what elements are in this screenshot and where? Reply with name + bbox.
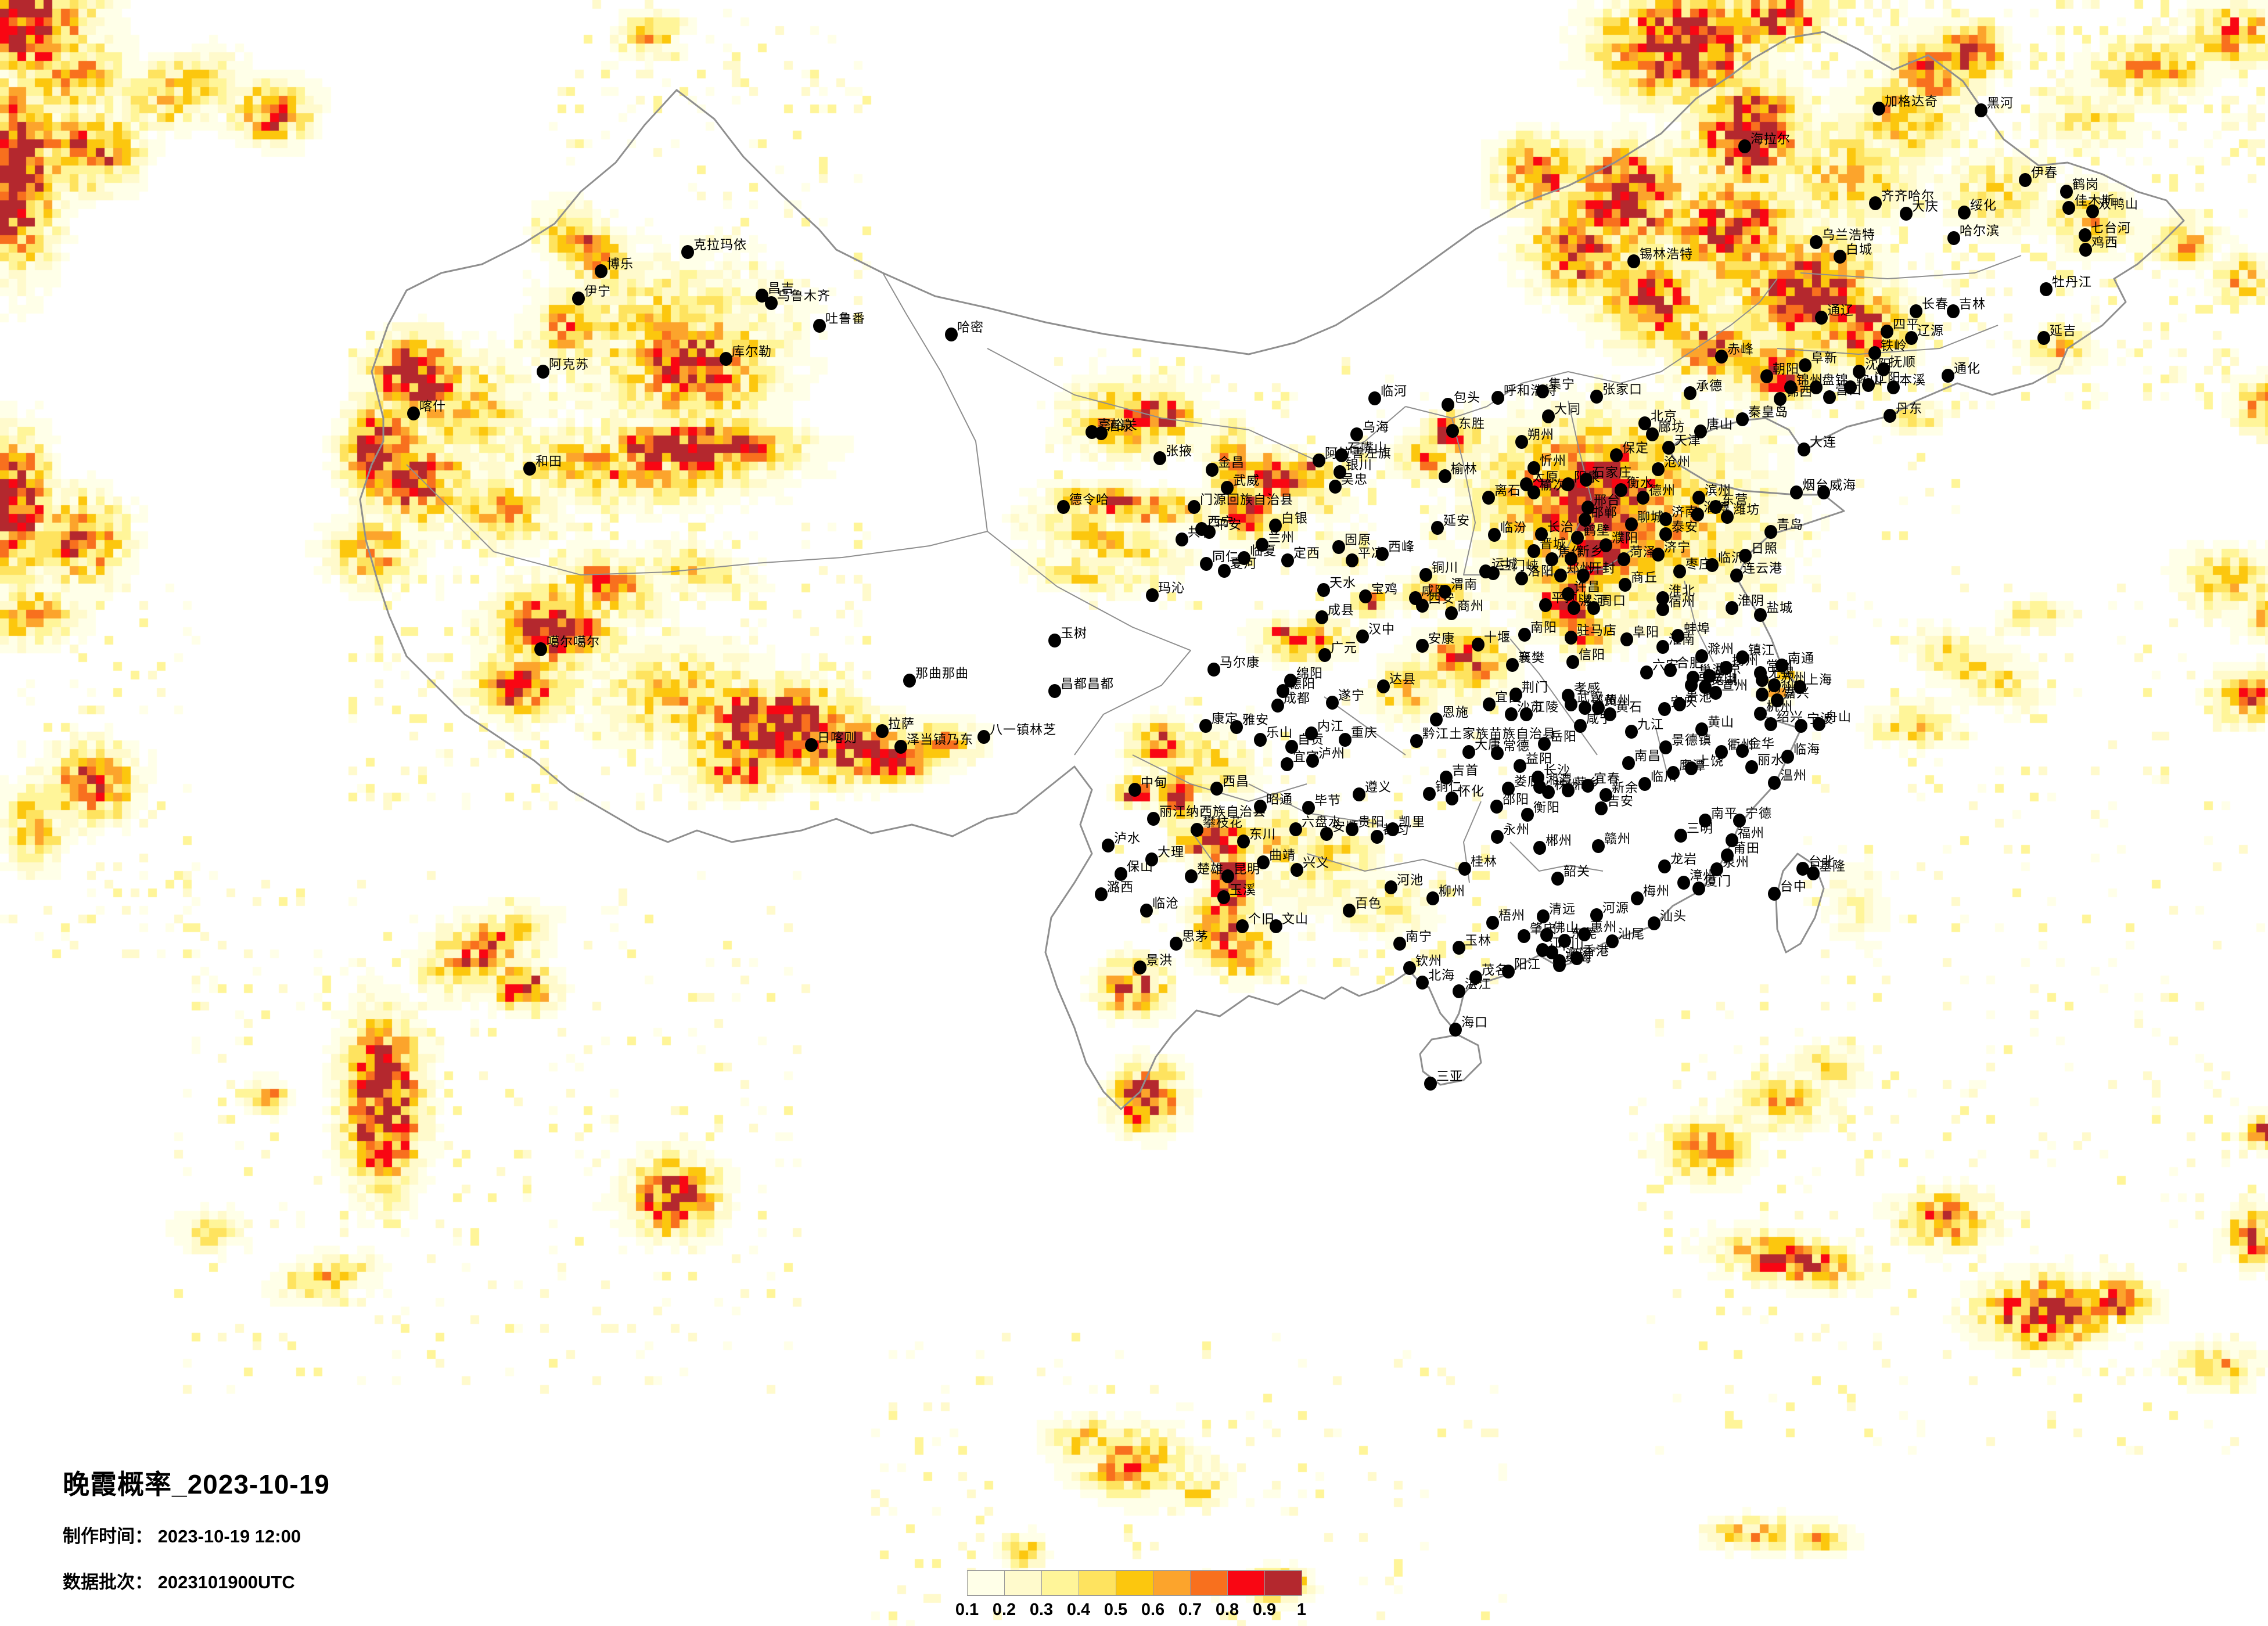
made-time-row: 制作时间： 2023-10-19 12:00 [63,1521,330,1548]
legend-swatch [1190,1570,1228,1596]
legend-tick-label: 0.4 [1066,1600,1091,1619]
legend-tick-label: 0.5 [1104,1600,1128,1619]
legend-swatch [1041,1570,1079,1596]
probability-legend: 0.1 0.2 0.3 0.4 0.5 0.6 0.7 0.8 0.9 1 [955,1570,1306,1619]
legend-swatch [1079,1570,1116,1596]
legend-swatch [1227,1570,1265,1596]
data-batch-label: 数据批次： [63,1572,153,1592]
legend-swatch [1153,1570,1191,1596]
legend-tick-label: 0.1 [955,1600,979,1619]
legend-tick-label: 0.3 [1029,1600,1054,1619]
legend-swatch [1264,1570,1302,1596]
made-time-label: 制作时间： [63,1526,153,1546]
map-title: 晚霞概率_2023-10-19 [63,1469,330,1499]
legend-tick-labels: 0.1 0.2 0.3 0.4 0.5 0.6 0.7 0.8 0.9 1 [955,1596,1306,1619]
legend-swatch [1004,1570,1042,1596]
legend-tick-label: 0.9 [1252,1600,1277,1619]
data-batch-row: 数据批次： 2023101900UTC [63,1567,330,1593]
data-batch-value: 2023101900UTC [157,1572,295,1592]
legend-swatch [967,1570,1005,1596]
caption-block: 晚霞概率_2023-10-19 制作时间： 2023-10-19 12:00 数… [63,1463,330,1593]
legend-swatch [1116,1570,1153,1596]
legend-tick-label: 0.6 [1141,1600,1165,1619]
made-time-value: 2023-10-19 12:00 [157,1526,301,1546]
legend-tick-label: 0.8 [1215,1600,1239,1619]
legend-tick-label: 0.2 [992,1600,1016,1619]
legend-tick-label: 1 [1296,1600,1307,1619]
legend-color-ramp [967,1570,1302,1596]
legend-tick-label: 0.7 [1178,1600,1202,1619]
